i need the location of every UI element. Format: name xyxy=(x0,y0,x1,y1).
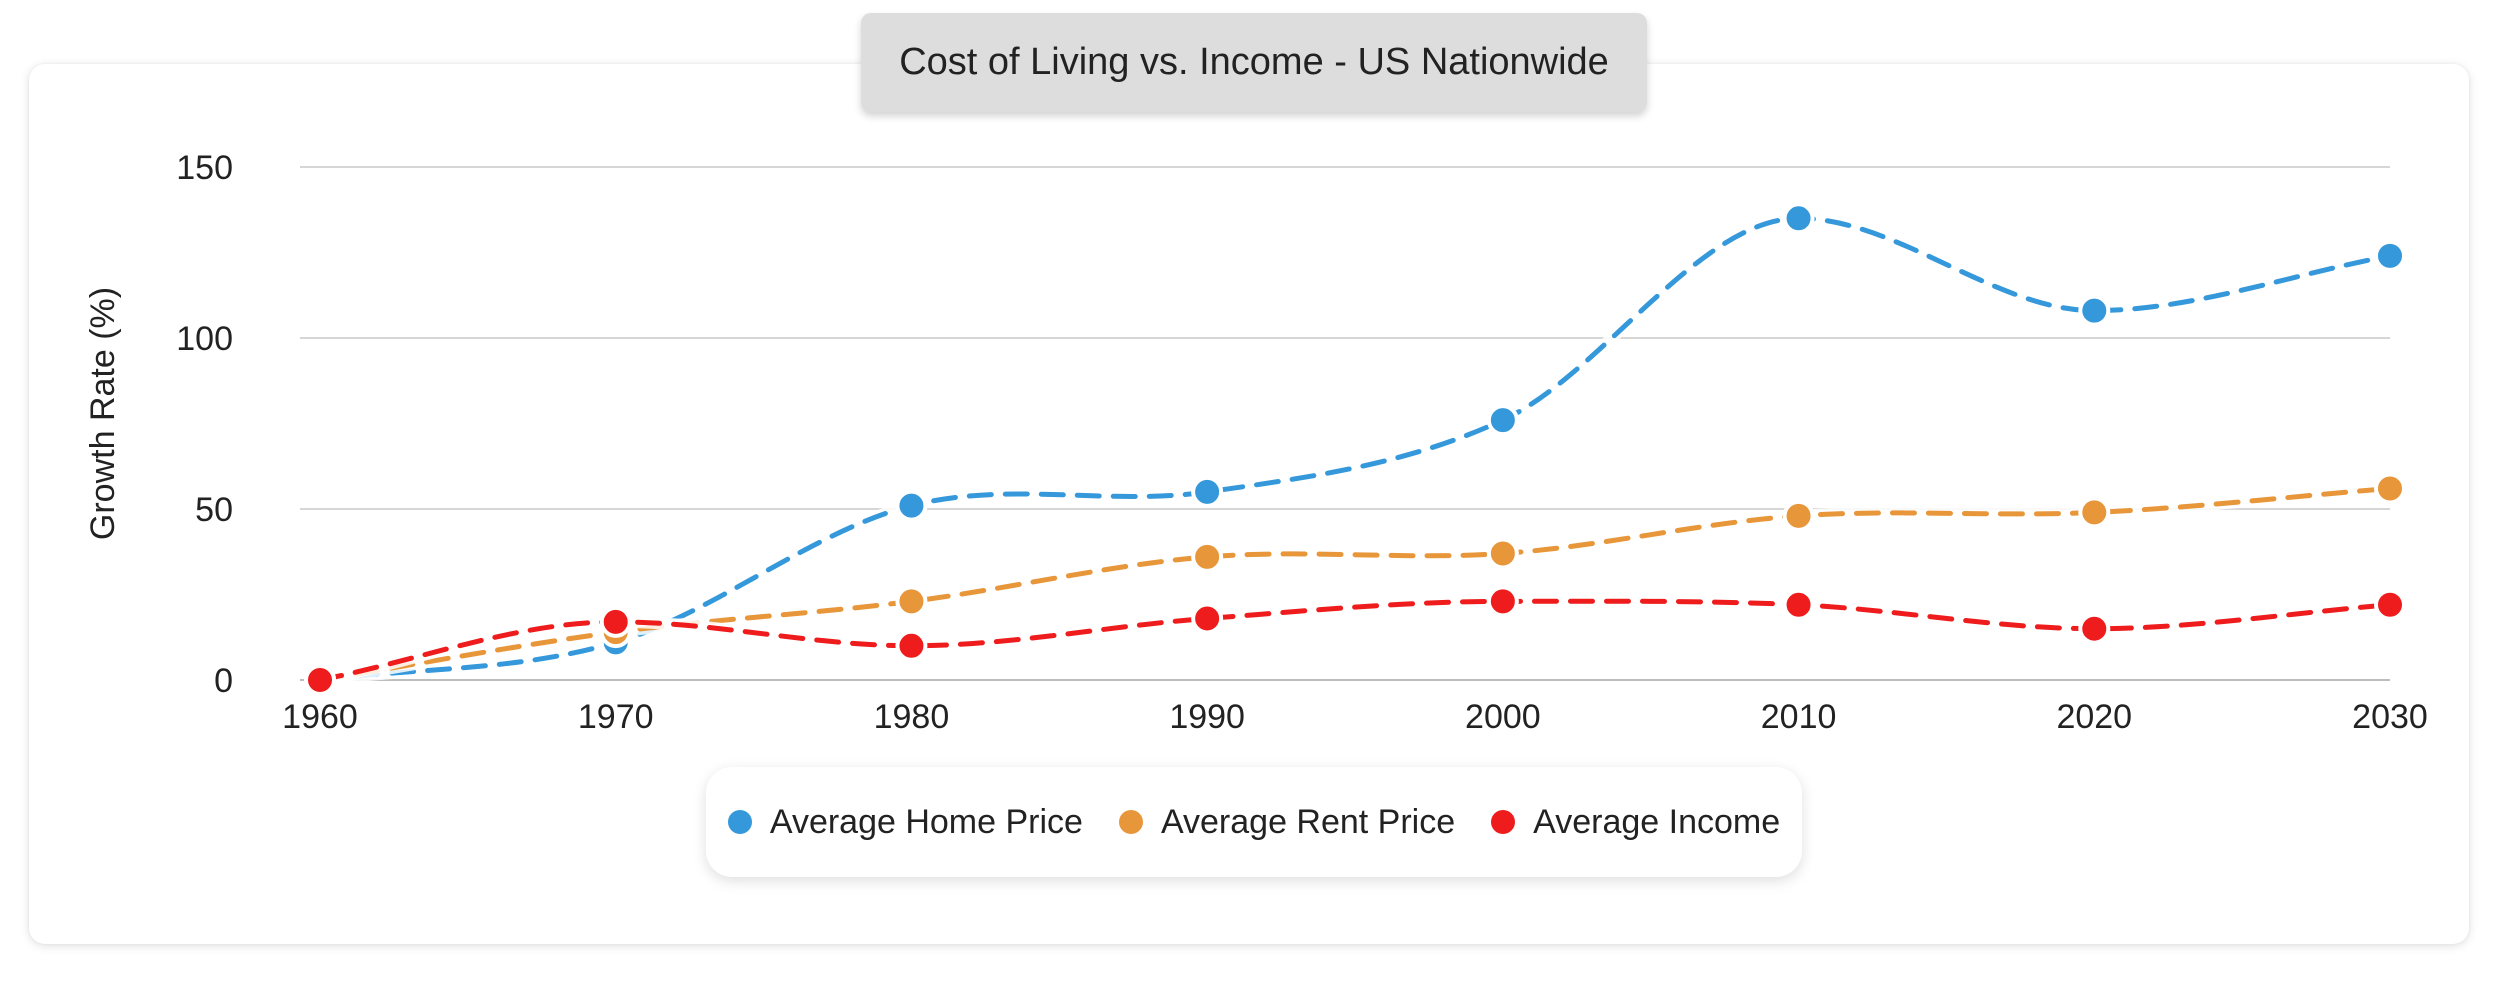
x-axis-ticks: 1960 1970 1980 1990 2000 2010 2020 2030 xyxy=(282,698,2428,736)
data-point-average-rent-price[interactable] xyxy=(1486,537,1519,570)
x-tick-label: 2030 xyxy=(2352,698,2428,736)
data-point-average-rent-price[interactable] xyxy=(2374,472,2406,505)
series-line-average-income xyxy=(317,598,2393,683)
x-tick-label: 1960 xyxy=(282,698,358,736)
series-points xyxy=(304,202,2406,696)
data-point-average-income[interactable] xyxy=(2078,612,2111,645)
x-tick-label: 1990 xyxy=(1169,698,1245,736)
data-point-average-income[interactable] xyxy=(2374,588,2406,621)
data-point-average-rent-price[interactable] xyxy=(1782,499,1815,532)
legend-dot-icon xyxy=(1118,810,1143,834)
data-point-average-home-price[interactable] xyxy=(1191,475,1224,508)
y-tick-label: 150 xyxy=(176,149,233,187)
data-point-average-income[interactable] xyxy=(895,629,928,662)
data-point-average-income[interactable] xyxy=(1782,588,1815,621)
series-lines xyxy=(314,212,2396,686)
legend-label: Average Rent Price xyxy=(1160,802,1456,841)
y-axis-ticks: 0 50 100 150 xyxy=(176,149,233,700)
data-point-average-rent-price[interactable] xyxy=(2078,496,2111,529)
legend-label: Average Home Price xyxy=(769,802,1083,841)
gridlines xyxy=(300,166,2390,681)
data-point-average-home-price[interactable] xyxy=(1486,404,1519,437)
legend-item-income[interactable]: Average Income xyxy=(1491,803,1780,842)
y-axis-title: Growth Rate (%) xyxy=(84,287,122,540)
data-point-average-rent-price[interactable] xyxy=(895,585,928,618)
data-point-average-income[interactable] xyxy=(599,605,632,638)
data-point-average-home-price[interactable] xyxy=(895,489,928,522)
y-tick-label: 100 xyxy=(176,320,233,358)
legend-label: Average Income xyxy=(1533,802,1781,841)
chart-title: Cost of Living vs. Income - US Nationwid… xyxy=(861,13,1647,112)
x-tick-label: 2010 xyxy=(1761,698,1837,736)
data-point-average-home-price[interactable] xyxy=(2078,294,2111,327)
x-tick-label: 2000 xyxy=(1465,698,1541,736)
legend-item-home-price[interactable]: Average Home Price xyxy=(727,802,1083,842)
legend-item-rent-price[interactable]: Average Rent Price xyxy=(1118,802,1456,842)
data-point-average-income[interactable] xyxy=(304,664,336,696)
x-tick-label: 1970 xyxy=(578,698,654,736)
legend: Average Home Price Average Rent Price Av… xyxy=(706,767,1802,877)
legend-dot-icon xyxy=(727,810,752,834)
data-point-average-income[interactable] xyxy=(1191,602,1224,635)
data-point-average-rent-price[interactable] xyxy=(1191,540,1224,573)
x-tick-label: 2020 xyxy=(2056,698,2132,736)
data-point-average-income[interactable] xyxy=(1486,585,1519,618)
y-tick-label: 50 xyxy=(195,491,233,529)
y-tick-label: 0 xyxy=(214,662,233,700)
data-point-average-home-price[interactable] xyxy=(2374,239,2406,272)
data-point-average-home-price[interactable] xyxy=(1782,202,1815,235)
x-tick-label: 1980 xyxy=(874,698,950,736)
legend-dot-icon xyxy=(1491,810,1516,834)
